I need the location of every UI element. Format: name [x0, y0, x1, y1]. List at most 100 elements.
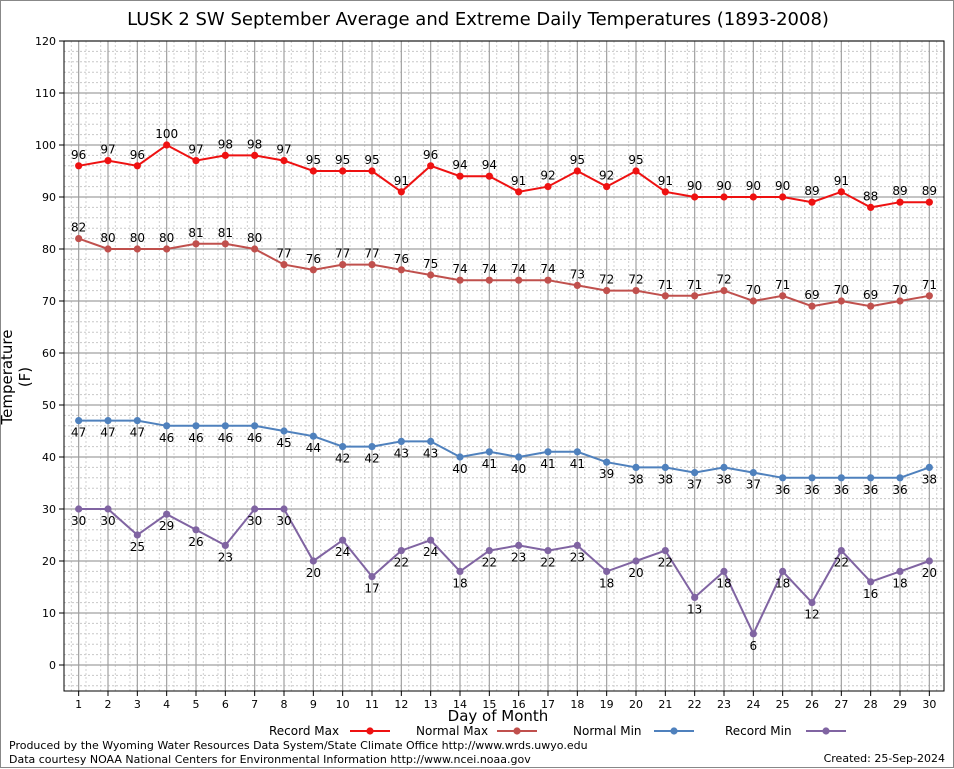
data-label-record-max: 96 — [130, 148, 145, 162]
data-label-record-max: 91 — [511, 174, 526, 188]
data-point-record-max — [925, 198, 933, 206]
data-point-normal-max — [251, 245, 259, 253]
x-tick-label: 4 — [163, 698, 170, 711]
data-label-normal-max: 74 — [482, 262, 497, 276]
data-point-record-max — [221, 151, 229, 159]
data-label-normal-max: 71 — [687, 278, 702, 292]
data-point-record-min — [867, 578, 875, 586]
data-point-normal-max — [221, 240, 229, 248]
data-label-record-max: 92 — [599, 169, 614, 183]
series-line-normal-min — [78, 419, 930, 479]
data-label-normal-min: 46 — [159, 431, 174, 445]
y-tick-label: 90 — [42, 191, 56, 204]
data-label-normal-min: 44 — [306, 441, 321, 455]
data-point-normal-min — [691, 469, 699, 477]
data-label-record-max: 89 — [922, 184, 937, 198]
data-label-record-max: 97 — [276, 143, 291, 157]
data-point-normal-max — [661, 292, 669, 300]
data-label-record-max: 92 — [540, 169, 555, 183]
chart-title: LUSK 2 SW September Average and Extreme … — [127, 9, 829, 30]
x-tick-label: 14 — [453, 698, 467, 711]
data-label-record-max: 91 — [658, 174, 673, 188]
data-point-normal-max — [632, 287, 640, 295]
data-label-record-min: 25 — [130, 540, 145, 554]
footer-produced-by: Produced by the Wyoming Water Resources … — [9, 739, 588, 752]
data-label-normal-min: 38 — [628, 472, 643, 486]
data-label-record-max: 96 — [423, 148, 438, 162]
data-point-normal-min — [779, 474, 787, 482]
data-label-normal-max: 75 — [423, 257, 438, 271]
data-point-record-min — [368, 573, 376, 581]
data-label-record-max: 95 — [306, 153, 321, 167]
data-point-record-max — [749, 193, 757, 201]
data-point-record-max — [485, 172, 493, 180]
data-label-record-min: 6 — [750, 639, 758, 653]
data-label-normal-min: 37 — [746, 478, 761, 492]
x-tick-label: 28 — [864, 698, 878, 711]
data-label-record-max: 94 — [452, 158, 467, 172]
data-label-record-max: 95 — [364, 153, 379, 167]
x-tick-label: 12 — [394, 698, 408, 711]
data-label-normal-min: 47 — [130, 426, 145, 440]
data-label-normal-max: 80 — [130, 231, 145, 245]
data-label-record-max: 90 — [775, 179, 790, 193]
data-label-record-min: 23 — [218, 550, 233, 564]
x-tick-label: 17 — [541, 698, 555, 711]
data-label-normal-max: 82 — [71, 221, 86, 235]
y-tick-label: 0 — [49, 659, 56, 672]
data-point-normal-min — [837, 474, 845, 482]
data-point-record-max — [779, 193, 787, 201]
data-label-normal-max: 80 — [159, 231, 174, 245]
data-point-record-min — [779, 567, 787, 576]
y-tick-label: 80 — [42, 243, 56, 256]
data-label-normal-min: 38 — [716, 472, 731, 486]
data-label-record-min: 30 — [100, 514, 115, 528]
data-label-record-min: 24 — [335, 545, 350, 559]
data-point-normal-min — [133, 417, 141, 425]
data-point-normal-max — [75, 235, 83, 243]
data-point-normal-min — [251, 422, 259, 430]
data-label-normal-max: 81 — [188, 226, 203, 240]
data-point-record-min — [573, 541, 581, 550]
data-label-record-min: 22 — [834, 556, 849, 570]
data-point-normal-min — [896, 474, 904, 482]
data-point-normal-min — [163, 422, 171, 430]
data-point-normal-min — [485, 448, 493, 456]
data-label-normal-max: 74 — [540, 262, 555, 276]
y-tick-label: 100 — [35, 139, 56, 152]
data-point-normal-max — [427, 271, 435, 279]
data-label-record-min: 23 — [511, 550, 526, 564]
data-point-record-min — [133, 531, 141, 539]
x-tick-label: 26 — [805, 698, 819, 711]
x-tick-label: 7 — [251, 698, 258, 711]
x-tick-label: 6 — [222, 698, 229, 711]
x-tick-label: 23 — [717, 698, 731, 711]
x-tick-label: 25 — [776, 698, 790, 711]
data-point-normal-max — [163, 245, 171, 253]
data-point-normal-min — [280, 427, 288, 435]
series-line-record-max — [78, 143, 930, 209]
data-label-normal-min: 41 — [570, 457, 585, 471]
data-label-record-min: 26 — [188, 535, 203, 549]
data-point-normal-max — [544, 276, 552, 284]
data-label-normal-max: 69 — [863, 288, 878, 302]
series-line-normal-max — [78, 237, 930, 308]
data-label-normal-min: 46 — [218, 431, 233, 445]
data-point-normal-max — [867, 302, 875, 310]
data-label-normal-min: 40 — [452, 462, 467, 476]
data-point-record-min — [221, 541, 229, 550]
data-point-record-max — [808, 198, 816, 206]
x-tick-label: 2 — [105, 698, 112, 711]
data-label-record-min: 18 — [599, 576, 614, 590]
data-point-record-max — [456, 172, 464, 180]
data-label-record-min: 30 — [247, 514, 262, 528]
data-point-record-max — [632, 167, 640, 175]
data-point-record-min — [75, 505, 83, 513]
data-label-normal-max: 70 — [834, 283, 849, 297]
data-label-record-max: 89 — [892, 184, 907, 198]
data-label-normal-max: 76 — [306, 252, 321, 266]
x-tick-label: 13 — [424, 698, 438, 711]
data-point-normal-max — [603, 287, 611, 295]
data-label-record-min: 24 — [423, 545, 438, 559]
